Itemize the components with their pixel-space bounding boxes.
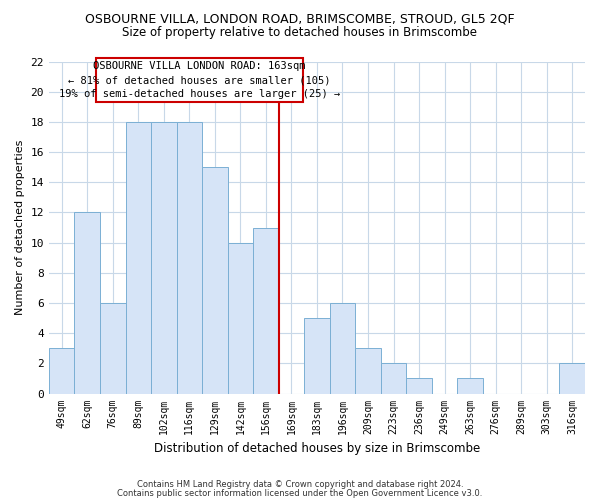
Text: Size of property relative to detached houses in Brimscombe: Size of property relative to detached ho… — [122, 26, 478, 39]
Bar — [74, 212, 100, 394]
Bar — [406, 378, 432, 394]
Y-axis label: Number of detached properties: Number of detached properties — [15, 140, 25, 315]
Bar — [304, 318, 330, 394]
Bar — [202, 167, 227, 394]
Bar — [176, 122, 202, 394]
Bar — [253, 228, 278, 394]
Text: Contains public sector information licensed under the Open Government Licence v3: Contains public sector information licen… — [118, 488, 482, 498]
Bar — [227, 242, 253, 394]
Text: OSBOURNE VILLA LONDON ROAD: 163sqm
← 81% of detached houses are smaller (105)
19: OSBOURNE VILLA LONDON ROAD: 163sqm ← 81%… — [59, 62, 340, 100]
Bar — [49, 348, 74, 394]
Bar — [151, 122, 176, 394]
Bar — [125, 122, 151, 394]
Bar — [100, 303, 125, 394]
Bar — [559, 364, 585, 394]
Bar — [457, 378, 483, 394]
FancyBboxPatch shape — [96, 58, 303, 102]
Bar — [355, 348, 381, 394]
Bar — [381, 364, 406, 394]
Text: Contains HM Land Registry data © Crown copyright and database right 2024.: Contains HM Land Registry data © Crown c… — [137, 480, 463, 489]
Text: OSBOURNE VILLA, LONDON ROAD, BRIMSCOMBE, STROUD, GL5 2QF: OSBOURNE VILLA, LONDON ROAD, BRIMSCOMBE,… — [85, 12, 515, 26]
X-axis label: Distribution of detached houses by size in Brimscombe: Distribution of detached houses by size … — [154, 442, 480, 455]
Bar — [330, 303, 355, 394]
